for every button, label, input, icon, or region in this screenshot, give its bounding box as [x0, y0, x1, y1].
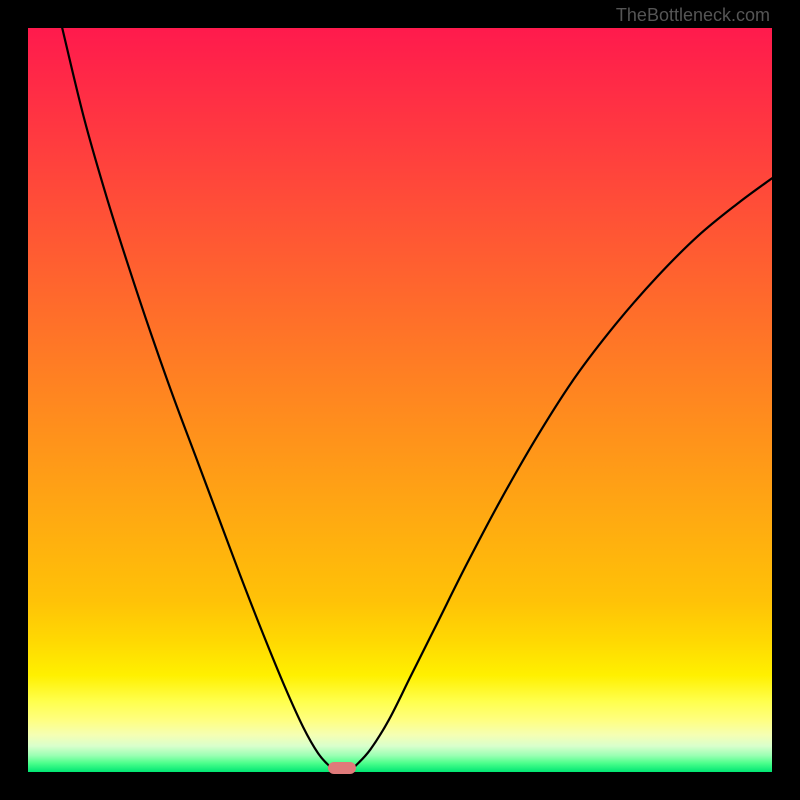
bottleneck-curve [28, 28, 772, 772]
optimal-point-marker [328, 762, 356, 774]
watermark-text: TheBottleneck.com [616, 5, 770, 26]
plot-area [28, 28, 772, 772]
